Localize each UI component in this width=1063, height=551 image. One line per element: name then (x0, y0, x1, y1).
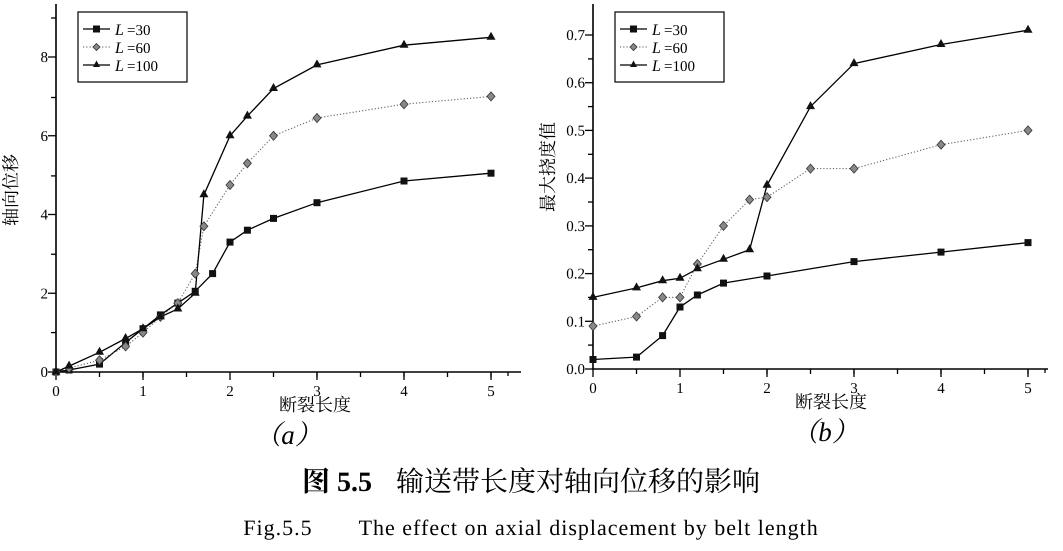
svg-text:=30: =30 (664, 23, 687, 39)
svg-text:L: L (114, 58, 124, 75)
svg-text:L: L (651, 58, 661, 75)
svg-text:6: 6 (41, 129, 49, 145)
svg-text:=100: =100 (127, 59, 158, 75)
svg-text:0.5: 0.5 (566, 123, 585, 139)
svg-text:L: L (651, 40, 661, 57)
svg-text:1: 1 (676, 381, 684, 397)
svg-text:L: L (651, 22, 661, 39)
svg-text:4: 4 (400, 384, 408, 400)
svg-text:0.6: 0.6 (566, 76, 585, 92)
svg-text:0: 0 (52, 384, 60, 400)
svg-text:=60: =60 (664, 41, 687, 57)
svg-text:断裂长度: 断裂长度 (279, 395, 351, 415)
svg-text:0: 0 (589, 381, 597, 397)
svg-text:8: 8 (41, 50, 49, 66)
svg-text:0.4: 0.4 (566, 171, 585, 187)
svg-text:4: 4 (937, 381, 945, 397)
svg-text:0.1: 0.1 (566, 314, 585, 330)
svg-text:4: 4 (41, 208, 49, 224)
svg-text:=30: =30 (127, 23, 150, 39)
svg-text:2: 2 (41, 286, 49, 302)
svg-text:0: 0 (41, 365, 49, 381)
svg-text:最大挠度值: 最大挠度值 (538, 122, 558, 212)
svg-text:轴向位移: 轴向位移 (1, 154, 21, 226)
svg-text:1: 1 (139, 384, 147, 400)
svg-text:5: 5 (1024, 381, 1032, 397)
svg-text:（a）: （a） (254, 420, 322, 450)
svg-text:5: 5 (487, 384, 495, 400)
svg-text:L: L (114, 22, 124, 39)
svg-text:断裂长度: 断裂长度 (795, 392, 867, 412)
svg-text:0.0: 0.0 (566, 362, 585, 378)
svg-text:0.7: 0.7 (566, 28, 585, 44)
svg-text:2: 2 (763, 381, 771, 397)
svg-text:0.3: 0.3 (566, 219, 585, 235)
svg-text:=60: =60 (127, 41, 150, 57)
svg-text:0.2: 0.2 (566, 267, 585, 283)
svg-text:2: 2 (226, 384, 234, 400)
svg-text:L: L (114, 40, 124, 57)
svg-text:（b）: （b） (791, 417, 859, 447)
svg-text:=100: =100 (664, 59, 695, 75)
